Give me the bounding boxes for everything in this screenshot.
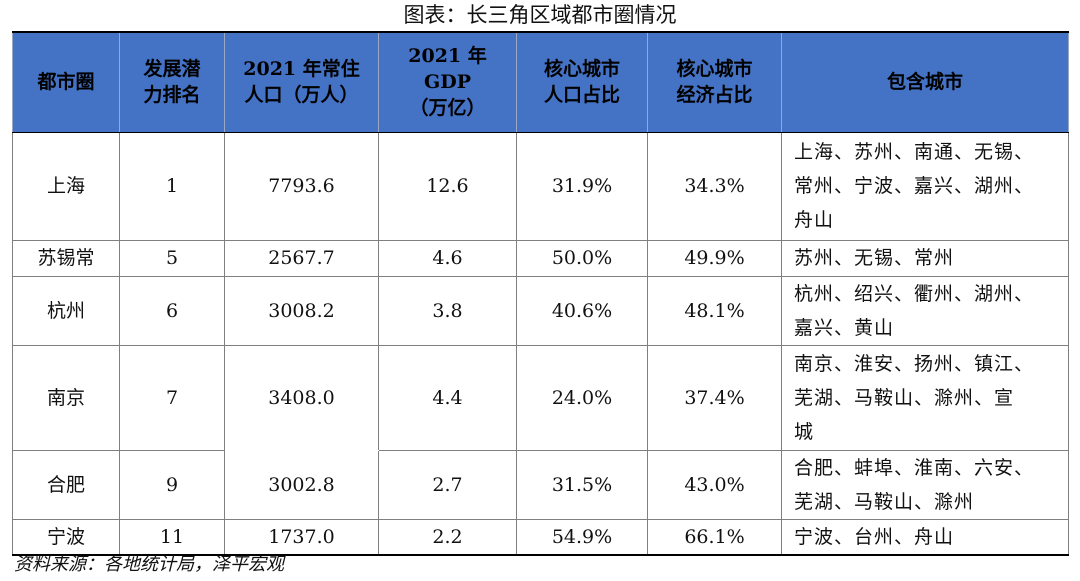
cell-cities: 合肥、蚌埠、淮南、六安、 芜湖、马鞍山、滁州 bbox=[781, 449, 1069, 520]
cell-econ-share: 34.3% bbox=[647, 131, 782, 241]
cell-pop-share: 40.6% bbox=[516, 275, 648, 346]
cell-pop-share: 24.0% bbox=[516, 344, 648, 451]
cell-gdp: 12.6 bbox=[378, 131, 517, 241]
table-row: 杭州 6 3008.2 3.8 40.6% 48.1% 杭州、绍兴、衢州、湖州、… bbox=[12, 275, 1069, 346]
cell-gdp: 3.8 bbox=[378, 275, 517, 346]
cell-cities: 苏州、无锡、常州 bbox=[781, 239, 1069, 277]
header-row: 都市圈 发展潜 力排名 2021 年常住 人口（万人） 2021 年 GDP （万亿）… bbox=[12, 31, 1069, 133]
cell-metro-name: 杭州 bbox=[12, 275, 120, 346]
header-core-pop-share: 核心城市 人口占比 bbox=[516, 31, 648, 133]
cell-cities: 南京、淮安、扬州、镇江、 芜湖、马鞍山、滁州、宣城 bbox=[781, 344, 1069, 451]
cell-cities: 杭州、绍兴、衢州、湖州、 嘉兴、黄山 bbox=[781, 275, 1069, 346]
header-cities: 包含城市 bbox=[781, 31, 1069, 133]
cell-rank: 9 bbox=[119, 449, 225, 520]
cell-population: 3408.0 bbox=[224, 344, 379, 451]
cell-econ-share: 48.1% bbox=[647, 275, 782, 346]
cell-pop-share: 31.9% bbox=[516, 131, 648, 241]
cell-pop-share: 50.0% bbox=[516, 239, 648, 277]
table-row: 南京 7 3408.0 4.4 24.0% 37.4% 南京、淮安、扬州、镇江、… bbox=[12, 344, 1069, 451]
cell-econ-share: 43.0% bbox=[647, 449, 782, 520]
cell-metro-name: 上海 bbox=[12, 131, 120, 241]
cell-econ-share: 37.4% bbox=[647, 344, 782, 451]
cell-rank: 7 bbox=[119, 344, 225, 451]
cell-gdp: 2.2 bbox=[378, 518, 517, 556]
header-core-econ-share: 核心城市 经济占比 bbox=[647, 31, 782, 133]
cell-population: 3008.2 bbox=[224, 275, 379, 346]
cell-population: 3002.8 bbox=[224, 449, 379, 520]
cell-pop-share: 54.9% bbox=[516, 518, 648, 556]
header-gdp: 2021 年 GDP （万亿） bbox=[378, 31, 517, 133]
cell-gdp: 2.7 bbox=[378, 449, 517, 520]
table-caption: 图表：长三角区域都市圈情况 bbox=[403, 3, 677, 27]
cell-metro-name: 合肥 bbox=[12, 449, 120, 520]
cell-econ-share: 66.1% bbox=[647, 518, 782, 556]
cell-metro-name: 宁波 bbox=[12, 518, 120, 556]
cell-rank: 11 bbox=[119, 518, 225, 556]
cell-population: 7793.6 bbox=[224, 131, 379, 241]
table-row: 苏锡常 5 2567.7 4.6 50.0% 49.9% 苏州、无锡、常州 bbox=[12, 239, 1069, 277]
cell-rank: 1 bbox=[119, 131, 225, 241]
table-row: 上海 1 7793.6 12.6 31.9% 34.3% 上海、苏州、南通、无锡… bbox=[12, 131, 1069, 241]
cell-gdp: 4.6 bbox=[378, 239, 517, 277]
source-note: 资料来源：各地统计局，泽平宏观 bbox=[14, 554, 284, 575]
cell-cities: 上海、苏州、南通、无锡、 常州、宁波、嘉兴、湖州、 舟山 bbox=[781, 131, 1069, 241]
header-population: 2021 年常住 人口（万人） bbox=[224, 31, 379, 133]
cell-metro-name: 苏锡常 bbox=[12, 239, 120, 277]
cell-cities: 宁波、台州、舟山 bbox=[781, 518, 1069, 556]
table-row: 宁波 11 1737.0 2.2 54.9% 66.1% 宁波、台州、舟山 bbox=[12, 518, 1069, 556]
cell-econ-share: 49.9% bbox=[647, 239, 782, 277]
cell-rank: 6 bbox=[119, 275, 225, 346]
cell-rank: 5 bbox=[119, 239, 225, 277]
cell-gdp: 4.4 bbox=[378, 344, 517, 451]
cell-population: 1737.0 bbox=[224, 518, 379, 556]
table-row: 合肥 9 3002.8 2.7 31.5% 43.0% 合肥、蚌埠、淮南、六安、… bbox=[12, 449, 1069, 520]
metro-area-table: 都市圈 发展潜 力排名 2021 年常住 人口（万人） 2021 年 GDP （万亿）… bbox=[12, 31, 1069, 556]
cell-pop-share: 31.5% bbox=[516, 449, 648, 520]
header-potential-rank: 发展潜 力排名 bbox=[119, 31, 225, 133]
cell-metro-name: 南京 bbox=[12, 344, 120, 451]
cell-population: 2567.7 bbox=[224, 239, 379, 277]
header-metro-area: 都市圈 bbox=[12, 31, 120, 133]
